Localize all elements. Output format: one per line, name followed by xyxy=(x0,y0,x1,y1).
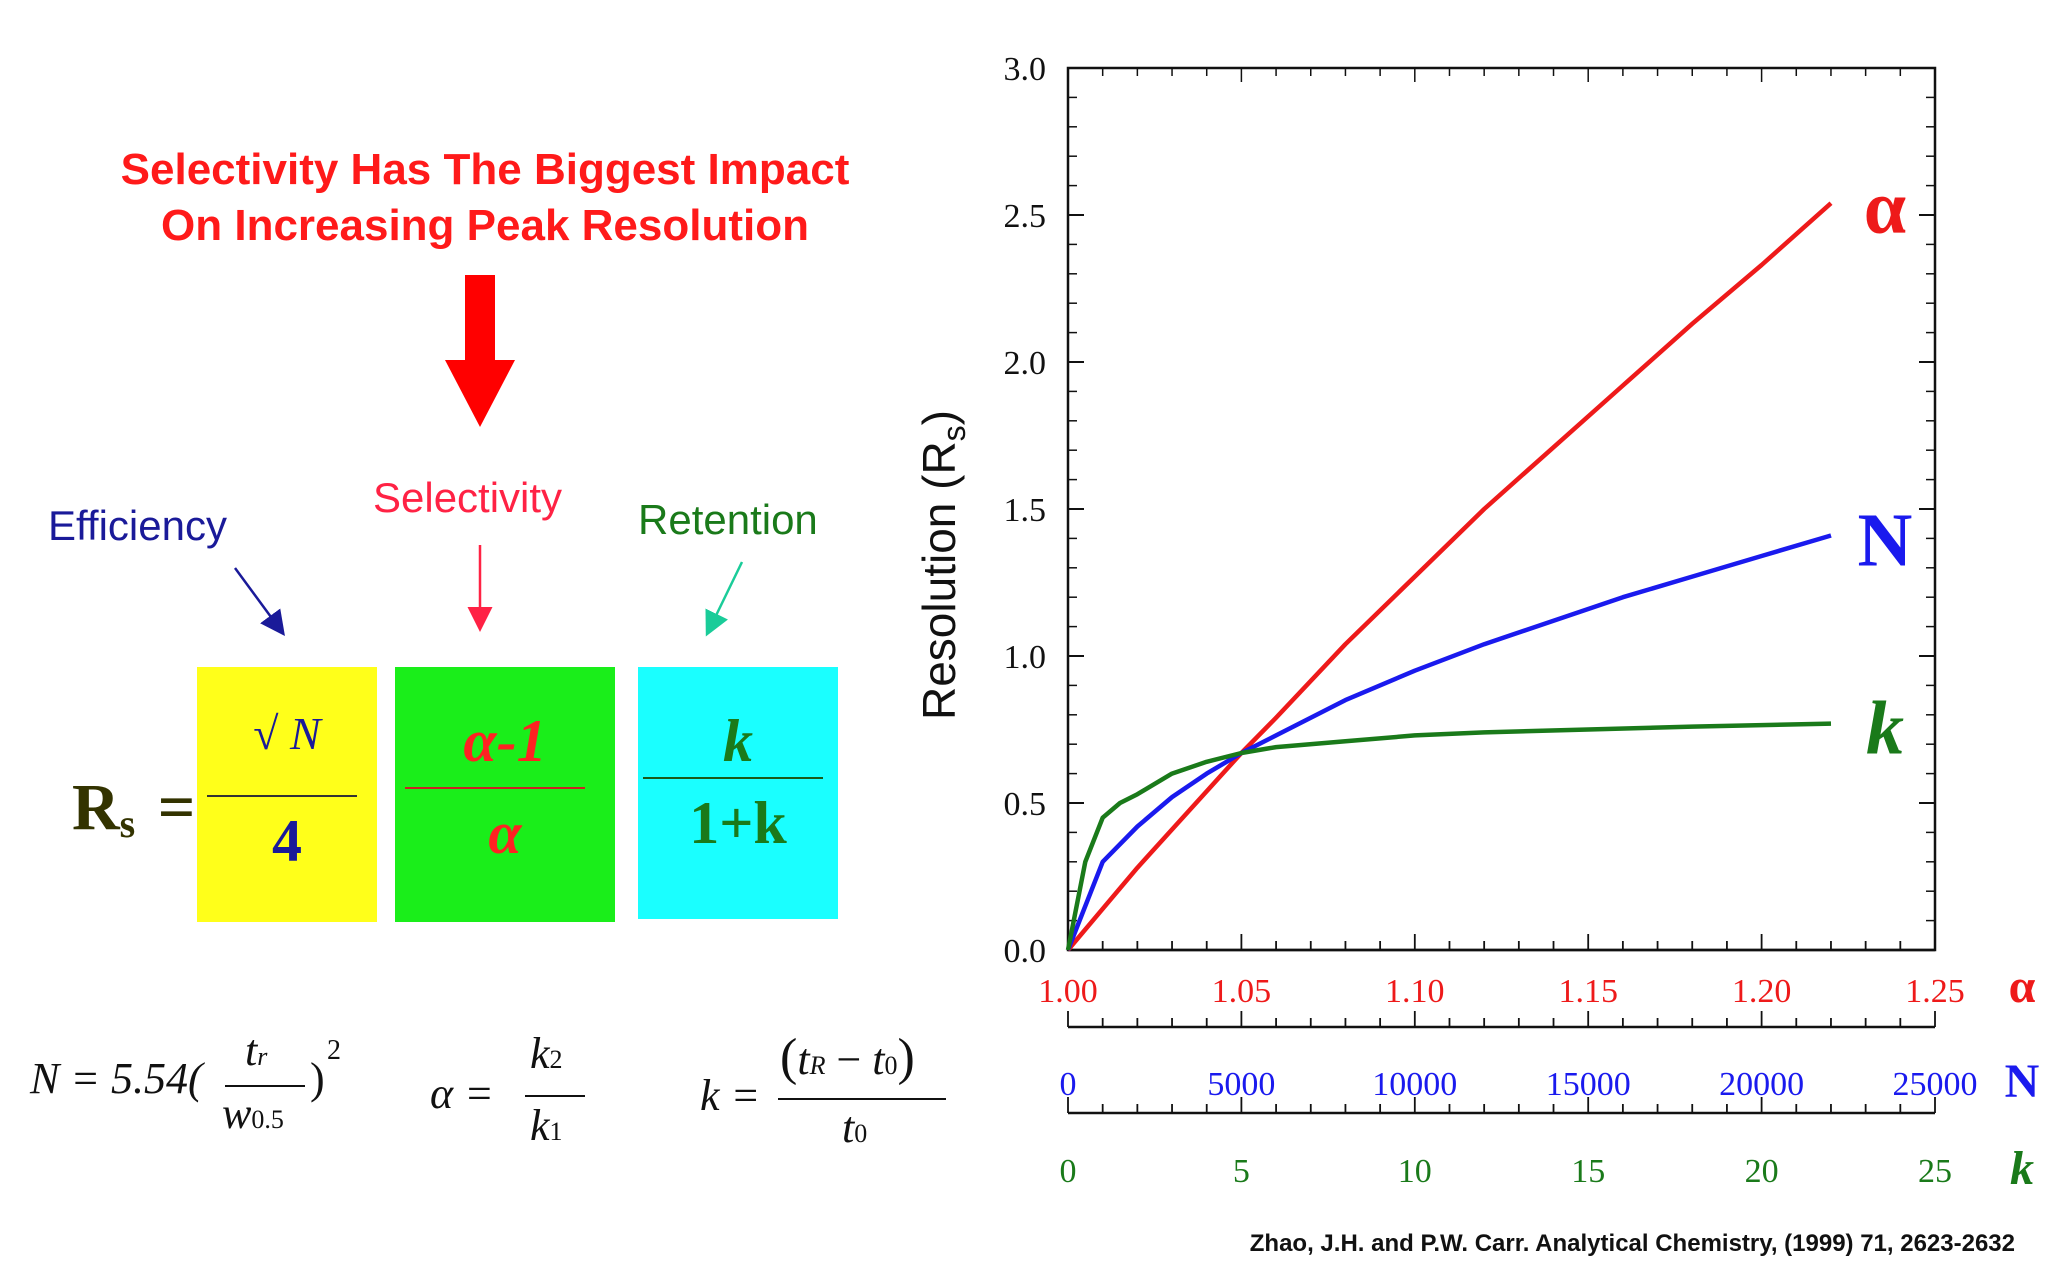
k-close-paren: ) xyxy=(897,1029,915,1086)
efficiency-fraction-bar xyxy=(207,795,357,797)
k-num-t2: t xyxy=(872,1035,885,1084)
alpha-num-k: k xyxy=(530,1029,550,1078)
efficiency-arrow-icon xyxy=(233,567,285,637)
alpha-den-sub: 1 xyxy=(549,1117,563,1146)
k-num-t1: t xyxy=(797,1035,810,1084)
x-axis-name-0: α xyxy=(2009,960,2036,1013)
x-tick-label-0: 1.10 xyxy=(1385,973,1445,1010)
x-tick-label-2: 25 xyxy=(1918,1153,1952,1190)
alpha-lhs: α = xyxy=(430,1069,494,1118)
k-den-sub: 0 xyxy=(854,1119,868,1148)
efficiency-label: Efficiency xyxy=(48,502,227,549)
y-tick-label: 3.0 xyxy=(1004,51,1047,88)
selectivity-denominator: α xyxy=(488,800,522,866)
x-tick-label-1: 15000 xyxy=(1546,1066,1631,1103)
y-tick-label: 1.5 xyxy=(1004,492,1047,529)
rs-main: R xyxy=(72,771,120,844)
alpha-fraction-bar xyxy=(525,1095,585,1097)
k-lhs: k = xyxy=(700,1071,761,1120)
series-end-label-2: k xyxy=(1866,687,1904,771)
alpha-denominator: k1 xyxy=(530,1100,563,1151)
selectivity-fraction-bar xyxy=(405,787,585,789)
efficiency-term-box: √ N 4 xyxy=(197,667,377,922)
n-fraction-t-sub: r xyxy=(257,1042,268,1071)
k-num-t1-sub: R xyxy=(809,1051,826,1080)
k-den-t: t xyxy=(842,1103,855,1152)
retention-term-box: k 1+k xyxy=(638,667,838,919)
series-line-1 xyxy=(1065,533,1832,951)
alpha-formula: α = k2 k1 xyxy=(430,1029,600,1170)
x-tick-label-1: 25000 xyxy=(1893,1066,1978,1103)
rs-sub: s xyxy=(119,801,136,846)
retention-factor-formula: k = (tR − t0) t0 xyxy=(700,1029,960,1170)
series-line-0 xyxy=(1066,201,1833,952)
headline-line1: Selectivity Has The Biggest Impact xyxy=(120,145,850,194)
x-tick-label-2: 10 xyxy=(1398,1153,1432,1190)
y-tick-label: 2.5 xyxy=(1004,198,1047,235)
x-tick-label-1: 0 xyxy=(1060,1066,1077,1103)
n-exponent: 2 xyxy=(327,1035,341,1066)
n-fraction-bar xyxy=(225,1085,305,1087)
n-fraction-w: w xyxy=(222,1089,252,1138)
y-tick-label: 2.0 xyxy=(1004,345,1047,382)
rs-symbol: Rs = xyxy=(72,770,195,847)
x-tick-label-0: 1.20 xyxy=(1732,973,1792,1010)
x-tick-label-2: 5 xyxy=(1233,1153,1250,1190)
retention-arrow-icon xyxy=(705,561,744,637)
y-tick-label: 0.0 xyxy=(1004,933,1047,970)
down-arrow-icon xyxy=(445,275,515,427)
x-tick-label-1: 10000 xyxy=(1372,1066,1457,1103)
x-tick-label-0: 1.05 xyxy=(1212,973,1272,1010)
k-num-minus: − xyxy=(825,1035,873,1084)
retention-label: Retention xyxy=(638,496,818,543)
y-tick-label: 1.0 xyxy=(1004,639,1047,676)
k-open-paren: ( xyxy=(780,1029,798,1086)
alpha-den-k: k xyxy=(530,1101,550,1150)
retention-numerator: k xyxy=(723,708,753,774)
n-suffix: ) xyxy=(310,1054,325,1103)
efficiency-denominator: 4 xyxy=(272,808,302,874)
x-tick-label-0: 1.15 xyxy=(1558,973,1618,1010)
x-tick-label-0: 1.25 xyxy=(1905,973,1965,1010)
k-num-t2-sub: 0 xyxy=(884,1051,898,1080)
selectivity-term-box: α-1 α xyxy=(395,667,615,922)
x-tick-label-1: 20000 xyxy=(1719,1066,1804,1103)
k-numerator: (tR − t0) xyxy=(780,1028,915,1087)
retention-fraction-bar xyxy=(643,777,823,779)
x-tick-label-2: 20 xyxy=(1745,1153,1779,1190)
pointer-arrows xyxy=(233,545,744,637)
n-fraction-den: w0.5 xyxy=(222,1088,284,1139)
alpha-numerator: k2 xyxy=(530,1028,563,1079)
x-tick-label-1: 5000 xyxy=(1207,1066,1275,1103)
x-axis-name-1: N xyxy=(2005,1055,2040,1108)
efficiency-numerator: √ N xyxy=(253,708,321,759)
k-denominator: t0 xyxy=(842,1102,867,1153)
series-line-2 xyxy=(1065,721,1832,951)
x-tick-label-0: 1.00 xyxy=(1038,973,1098,1010)
selectivity-numerator: α-1 xyxy=(463,708,547,774)
equals-sign: = xyxy=(157,771,196,844)
series-end-label-1: N xyxy=(1858,498,1913,582)
citation: Zhao, J.H. and P.W. Carr. Analytical Che… xyxy=(1249,1230,2015,1257)
plate-count-formula: N = 5.54( tr w0.5 ) 2 xyxy=(30,1026,360,1170)
x-axis-name-2: k xyxy=(2010,1142,2034,1195)
series-end-label-0: α xyxy=(1864,166,1906,250)
k-fraction-bar xyxy=(778,1098,946,1100)
n-fraction-w-sub: 0.5 xyxy=(251,1105,284,1134)
retention-denominator: 1+k xyxy=(689,790,787,856)
plot-frame xyxy=(1066,66,1937,952)
n-fraction-num: tr xyxy=(245,1025,267,1076)
y-tick-label: 0.5 xyxy=(1004,786,1047,823)
x-tick-label-2: 0 xyxy=(1060,1153,1077,1190)
n-prefix: N = 5.54( xyxy=(30,1054,203,1103)
headline-line2: On Increasing Peak Resolution xyxy=(161,201,809,250)
y-axis-label: Resolution (Rs) xyxy=(913,410,972,720)
y-axis-label-sub: s xyxy=(936,425,972,441)
alpha-num-sub: 2 xyxy=(549,1045,563,1074)
n-fraction-t: t xyxy=(245,1026,258,1075)
x-tick-label-2: 15 xyxy=(1571,1153,1605,1190)
selectivity-label: Selectivity xyxy=(373,474,563,521)
